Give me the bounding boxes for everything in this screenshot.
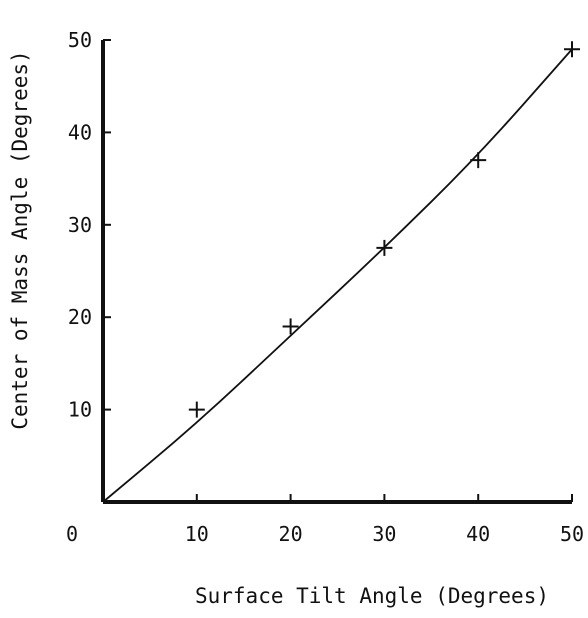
- y-ticks: 10 20 30 40 50: [68, 28, 111, 422]
- x-tick-label: 10: [185, 522, 209, 546]
- y-tick-label: 40: [68, 120, 92, 144]
- y-tick-label: 20: [68, 305, 92, 329]
- data-point: [470, 152, 487, 169]
- origin-label: 0: [66, 522, 78, 546]
- data-point: [376, 239, 393, 256]
- x-tick-label: 30: [372, 522, 396, 546]
- data-point: [188, 401, 205, 418]
- x-ticks: 10 20 30 40 50: [185, 494, 584, 546]
- x-tick-label: 20: [279, 522, 303, 546]
- data-points: [188, 41, 580, 418]
- data-point: [282, 318, 299, 335]
- fit-curve: [102, 48, 573, 503]
- x-tick-label: 40: [466, 522, 490, 546]
- x-tick-label: 50: [560, 522, 584, 546]
- data-point: [564, 41, 580, 58]
- y-tick-label: 30: [68, 213, 92, 237]
- plot-area: 10 20 30 40 50 10 20 30 40 50: [68, 28, 584, 546]
- y-axis-title: Center of Mass Angle (Degrees): [8, 50, 32, 429]
- y-tick-label: 10: [68, 398, 92, 422]
- y-tick-label: 50: [68, 28, 92, 52]
- x-axis-title: Surface Tilt Angle (Degrees): [195, 584, 549, 608]
